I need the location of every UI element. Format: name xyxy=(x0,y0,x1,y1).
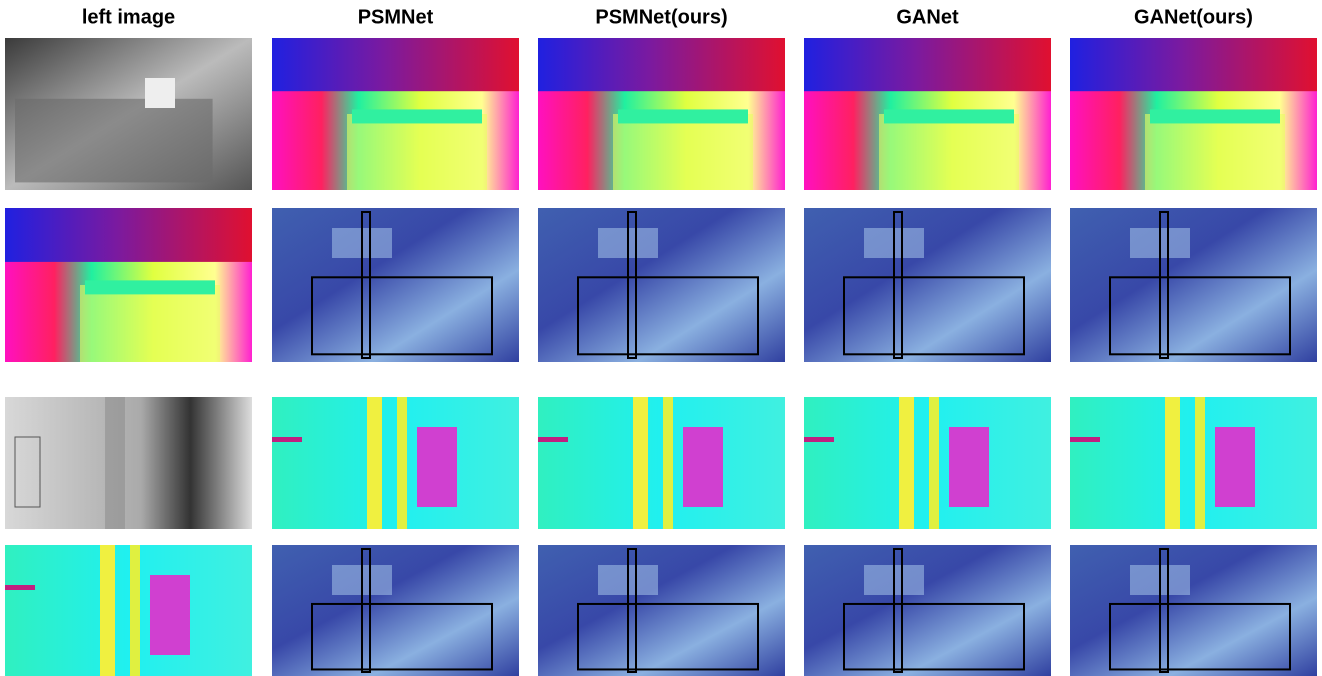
shape xyxy=(85,280,215,295)
shape xyxy=(272,397,519,529)
shape xyxy=(538,397,785,529)
shape xyxy=(538,208,785,362)
image-panel xyxy=(538,38,785,190)
image-panel xyxy=(5,208,252,362)
image-panel xyxy=(538,397,785,529)
shape xyxy=(633,397,648,529)
shape xyxy=(311,276,493,356)
shape xyxy=(1165,397,1180,529)
shape xyxy=(893,548,903,673)
shape xyxy=(618,109,748,124)
image-panel xyxy=(804,397,1051,529)
shape xyxy=(1159,211,1169,359)
shape xyxy=(613,114,753,190)
shape xyxy=(1109,602,1291,671)
image-panel xyxy=(5,38,252,190)
image-panel xyxy=(272,545,519,676)
shape xyxy=(843,276,1025,356)
shape xyxy=(15,98,213,183)
column-header: PSMNet xyxy=(358,6,434,28)
image-panel xyxy=(272,397,519,529)
shape xyxy=(683,427,723,507)
shape xyxy=(879,114,1019,190)
shape xyxy=(417,427,457,507)
shape xyxy=(577,602,759,671)
shape xyxy=(1215,427,1255,507)
image-panel xyxy=(1070,397,1317,529)
shape xyxy=(577,276,759,356)
image-panel xyxy=(1070,545,1317,676)
shape xyxy=(538,545,785,676)
shape xyxy=(14,436,41,508)
column-header: left image xyxy=(82,6,175,28)
shape xyxy=(1150,109,1280,124)
shape xyxy=(80,285,220,362)
shape xyxy=(145,78,175,108)
shape xyxy=(367,397,382,529)
shape xyxy=(627,548,637,673)
image-panel xyxy=(804,38,1051,190)
shape xyxy=(804,545,1051,676)
shape xyxy=(1070,437,1100,442)
image-panel xyxy=(5,397,252,529)
shape xyxy=(949,427,989,507)
shape xyxy=(5,397,252,529)
shape xyxy=(1145,114,1285,190)
shape xyxy=(929,397,939,529)
shape xyxy=(272,437,302,442)
shape xyxy=(5,208,252,262)
shape xyxy=(130,545,140,676)
image-panel xyxy=(5,545,252,676)
shape xyxy=(538,38,785,92)
shape xyxy=(5,585,35,590)
shape xyxy=(1070,545,1317,676)
shape xyxy=(1109,276,1291,356)
shape xyxy=(804,437,834,442)
image-panel xyxy=(272,38,519,190)
shape xyxy=(899,397,914,529)
image-panel xyxy=(804,208,1051,362)
shape xyxy=(352,109,482,124)
image-panel xyxy=(272,208,519,362)
image-panel xyxy=(804,545,1051,676)
shape xyxy=(663,397,673,529)
shape xyxy=(1195,397,1205,529)
shape xyxy=(5,545,252,676)
shape xyxy=(1159,548,1169,673)
shape xyxy=(100,545,115,676)
shape xyxy=(627,211,637,359)
column-header: PSMNet(ours) xyxy=(595,6,727,28)
shape xyxy=(272,208,519,362)
shape xyxy=(150,575,190,655)
shape xyxy=(272,38,519,92)
shape xyxy=(361,211,371,359)
column-header: GANet(ours) xyxy=(1134,6,1253,28)
shape xyxy=(1070,208,1317,362)
image-panel xyxy=(538,208,785,362)
shape xyxy=(361,548,371,673)
shape xyxy=(311,602,493,671)
shape xyxy=(397,397,407,529)
image-panel xyxy=(538,545,785,676)
shape xyxy=(538,437,568,442)
shape xyxy=(804,397,1051,529)
shape xyxy=(347,114,487,190)
image-panel xyxy=(1070,208,1317,362)
shape xyxy=(272,545,519,676)
shape xyxy=(884,109,1014,124)
shape xyxy=(893,211,903,359)
shape xyxy=(804,38,1051,92)
shape xyxy=(1070,397,1317,529)
shape xyxy=(1070,38,1317,92)
shape xyxy=(843,602,1025,671)
shape xyxy=(804,208,1051,362)
image-panel xyxy=(1070,38,1317,190)
shape xyxy=(105,397,125,529)
column-header: GANet xyxy=(896,6,959,28)
